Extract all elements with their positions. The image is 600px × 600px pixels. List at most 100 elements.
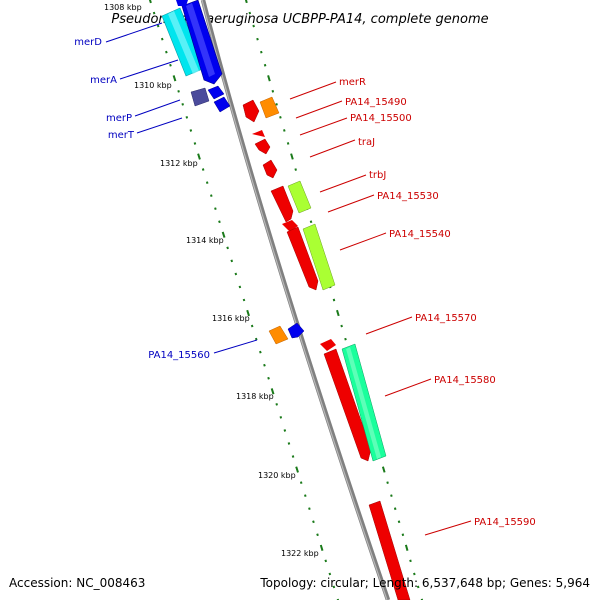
gene-box-orange-2[interactable] xyxy=(268,325,289,345)
gene-arrow-trbJ-small[interactable] xyxy=(262,159,278,179)
outer-ring-tick xyxy=(244,0,248,4)
scale-labels: 1308 kbp 1310 kbp 1312 kbp 1314 kbp 1316… xyxy=(104,3,319,558)
gene-box-orange-1[interactable] xyxy=(259,96,280,119)
gene-label-merA[interactable]: merA xyxy=(90,75,117,86)
gene-arrow-PA14_15500[interactable] xyxy=(252,130,265,137)
inner-ring-tick xyxy=(177,90,180,93)
gene-label-PA14_15490[interactable]: PA14_15490 xyxy=(345,97,407,108)
gene-label-merT[interactable]: merT xyxy=(108,130,135,141)
outer-ring-tick xyxy=(248,11,252,15)
gene-label-PA14_15560[interactable]: PA14_15560 xyxy=(148,350,210,361)
gene-arrow-trbJ[interactable] xyxy=(287,180,312,214)
gene-arrow-cyan-shade xyxy=(168,11,199,74)
inner-ring-tick xyxy=(279,416,283,419)
gene-label-traJ[interactable]: traJ xyxy=(358,137,375,148)
inner-ring-tick xyxy=(193,142,197,145)
tick-label-1322: 1322 kbp xyxy=(281,549,319,558)
inner-ring-tick xyxy=(242,298,246,302)
outer-ring-tick xyxy=(260,50,263,54)
right-gene-labels: merR PA14_15490 PA14_15500 traJ trbJ PA1… xyxy=(289,77,536,536)
leader-line-PA14_15560 xyxy=(213,339,258,354)
gene-label-PA14_15580[interactable]: PA14_15580 xyxy=(434,375,496,386)
inner-ring-tick xyxy=(295,466,299,473)
gene-label-PA14_15530[interactable]: PA14_15530 xyxy=(377,191,439,202)
genome-backbone xyxy=(200,0,391,600)
inner-ring-tick xyxy=(238,285,242,289)
gene-arrow-PA14_15580[interactable] xyxy=(323,348,372,462)
gene-label-merP[interactable]: merP xyxy=(106,113,132,124)
outer-ring-tick xyxy=(390,494,393,497)
inner-ring-tick xyxy=(189,129,193,132)
gene-label-PA14_15590[interactable]: PA14_15590 xyxy=(474,517,536,528)
outer-ring-tick xyxy=(401,533,405,537)
inner-ring-tick xyxy=(230,259,234,263)
inner-ring-tick xyxy=(308,507,311,510)
leader-line-trbJ xyxy=(319,174,367,193)
inner-ring-tick xyxy=(172,75,177,82)
leader-line-merA xyxy=(119,59,179,80)
tick-label-1308: 1308 kbp xyxy=(104,3,142,12)
inner-ring-tick xyxy=(336,598,340,600)
outer-ring-tick xyxy=(336,309,340,317)
leader-line-PA14_15540 xyxy=(339,232,387,251)
inner-ring-tick xyxy=(148,0,152,4)
gene-arrow-PA14_15560[interactable] xyxy=(287,322,305,339)
inner-ring-tick xyxy=(291,455,295,458)
inner-ring-tick xyxy=(165,50,168,54)
inner-ring-tick xyxy=(214,207,217,210)
outer-ring-tick xyxy=(279,116,282,119)
outer-ring-tick xyxy=(420,598,424,600)
gene-arrow-merR[interactable] xyxy=(242,99,260,123)
outer-ring-tick xyxy=(386,481,389,484)
inner-ring-tick xyxy=(205,181,209,184)
leader-line-merR xyxy=(289,81,337,100)
inner-ring-tick xyxy=(152,11,156,15)
inner-ring-tick xyxy=(234,272,238,276)
gene-arrow-traJ[interactable] xyxy=(254,138,271,155)
leader-line-PA14_15530 xyxy=(327,194,375,213)
leader-line-merP xyxy=(134,99,181,117)
outer-ring-tick xyxy=(340,324,343,328)
gene-arrow-merA-shade xyxy=(186,3,215,77)
inner-ring-tick xyxy=(299,481,303,484)
inner-ring-tick xyxy=(201,168,205,171)
inner-ring-tick xyxy=(169,63,172,67)
inner-ring-tick xyxy=(181,103,184,106)
gene-arrow-PA14_15540[interactable] xyxy=(286,226,319,291)
gene-box-merP[interactable] xyxy=(190,87,210,107)
inner-ring-tick xyxy=(267,376,270,380)
outer-ring-tick xyxy=(286,142,290,145)
gene-arrow-merD[interactable] xyxy=(176,0,188,6)
gene-label-merR[interactable]: merR xyxy=(339,77,366,88)
leader-line-merT xyxy=(136,117,183,134)
gene-label-PA14_15570[interactable]: PA14_15570 xyxy=(415,313,477,324)
gene-label-PA14_15540[interactable]: PA14_15540 xyxy=(389,229,451,240)
outer-ring-tick xyxy=(344,337,347,341)
gene-label-trbJ[interactable]: trbJ xyxy=(369,170,386,181)
inner-ring-tick xyxy=(263,363,266,367)
outer-ring-tick xyxy=(413,572,416,576)
tick-label-1318: 1318 kbp xyxy=(236,392,274,401)
gene-arrow-PA14_15570[interactable] xyxy=(320,339,336,351)
gene-arrow-small-blue-2[interactable] xyxy=(213,96,231,113)
outer-ring-tick xyxy=(404,544,409,551)
outer-ring-tick xyxy=(397,520,401,524)
inner-ring-tick xyxy=(156,24,160,28)
inner-ring-tick xyxy=(332,585,336,589)
gene-arrow-PA14_15590[interactable] xyxy=(368,500,411,600)
left-gene-labels: merD merA merP merT PA14_15560 xyxy=(74,22,258,361)
outer-ring-tick xyxy=(275,103,278,106)
gene-arrow-PA14_15530[interactable] xyxy=(270,185,294,223)
leader-line-traJ xyxy=(309,139,356,158)
outer-ring-tick xyxy=(263,63,267,67)
inner-ring-tick xyxy=(316,533,319,537)
gene-arrow-small-blue-1[interactable] xyxy=(207,85,225,100)
leader-line-PA14_15490 xyxy=(295,100,343,119)
gene-label-PA14_15500[interactable]: PA14_15500 xyxy=(350,113,412,124)
gene-label-merD[interactable]: merD xyxy=(74,37,102,48)
inner-ring-tick xyxy=(324,559,328,563)
inner-ring-tick xyxy=(287,442,291,445)
gene-features xyxy=(161,0,411,600)
gene-arrow-yellowgreen-2[interactable] xyxy=(302,223,336,291)
